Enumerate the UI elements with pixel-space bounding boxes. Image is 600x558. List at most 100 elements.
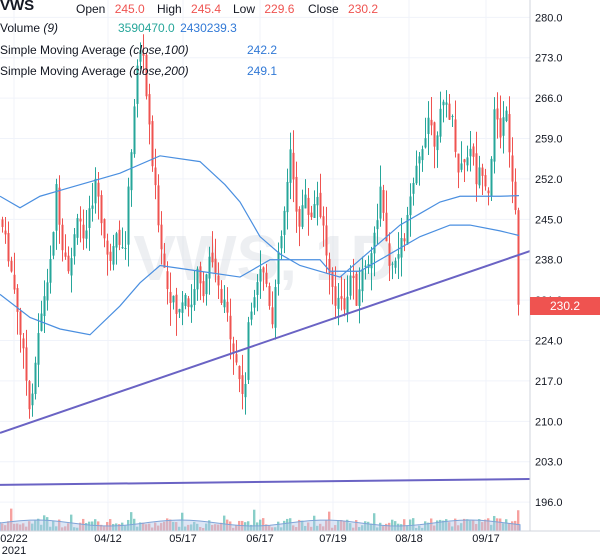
volume-bar xyxy=(220,522,223,531)
candle-body xyxy=(301,205,304,227)
time-axis[interactable]: 02/22 04/12 05/17 06/17 07/19 08/18 09/17 2021 xyxy=(0,530,600,557)
volume-bar xyxy=(400,524,403,531)
volume-bar xyxy=(229,521,232,531)
volume-bar xyxy=(397,523,400,531)
volume-bar xyxy=(208,520,211,531)
candle-body xyxy=(277,251,280,285)
volume-bar xyxy=(499,518,502,531)
volume-bar xyxy=(322,526,325,531)
volume-bar xyxy=(244,522,247,531)
open-label: Open xyxy=(76,2,106,16)
trend-lines[interactable] xyxy=(0,250,531,486)
candle-body xyxy=(223,299,226,308)
sma-200-line xyxy=(0,155,520,278)
price-tick-label: 252.0 xyxy=(535,174,563,186)
candle-body xyxy=(304,194,307,209)
candle-body xyxy=(130,152,133,191)
candle-body xyxy=(325,225,328,256)
candle-body xyxy=(16,288,19,312)
candle-body xyxy=(385,212,388,242)
volume-bar xyxy=(211,524,214,531)
candle-body xyxy=(454,119,457,152)
volume-bars xyxy=(0,508,521,532)
candle-body xyxy=(457,153,460,173)
horizontal-trendline[interactable] xyxy=(0,478,531,486)
candle-body xyxy=(430,119,433,126)
volume-bar xyxy=(448,522,451,531)
candle-body xyxy=(391,263,394,265)
volume-bar xyxy=(10,508,13,531)
volume-bar xyxy=(67,523,70,531)
volume-bar xyxy=(382,526,385,531)
candle-body xyxy=(244,383,247,398)
volume-bar xyxy=(7,521,10,531)
candle-body xyxy=(478,167,481,186)
volume-bar xyxy=(271,527,274,531)
sma100-value: 242.2 xyxy=(247,43,278,57)
sma200-label: Simple Moving Average xyxy=(0,64,126,78)
candle-body xyxy=(472,146,475,157)
candle-body xyxy=(49,259,52,283)
volume-bar xyxy=(442,520,445,531)
time-tick-label: 09/17 xyxy=(472,533,500,545)
volume-bar xyxy=(421,527,424,531)
volume-bar xyxy=(151,527,154,531)
volume-bar xyxy=(304,525,307,531)
volume-bar xyxy=(124,525,127,531)
volume-bar xyxy=(460,523,463,531)
candle-body xyxy=(61,224,64,251)
volume-bar xyxy=(277,521,280,531)
candle-body xyxy=(355,273,358,306)
candle-body xyxy=(286,181,289,213)
high-label: High xyxy=(157,2,182,16)
volume-bar xyxy=(178,526,181,531)
price-tick-label: 196.0 xyxy=(535,497,563,509)
candle-body xyxy=(70,258,73,276)
volume-bar xyxy=(289,518,292,531)
price-axis[interactable]: 280.0273.0266.0259.0252.0245.0238.0231.0… xyxy=(529,0,563,531)
candle-body xyxy=(280,236,283,249)
candle-body xyxy=(409,196,412,216)
volume-bar xyxy=(370,523,373,531)
volume-bar xyxy=(148,523,151,531)
ticker-symbol[interactable]: VWS xyxy=(0,0,35,14)
time-tick-label: 07/19 xyxy=(319,533,347,545)
volume-bar xyxy=(286,518,289,531)
candle-body xyxy=(259,269,262,282)
volume-bar xyxy=(4,525,7,531)
volume-bar xyxy=(187,524,190,531)
volume-bar xyxy=(466,519,469,531)
volume-bar xyxy=(142,522,145,531)
candle-body xyxy=(238,366,241,380)
candle-body xyxy=(445,102,448,105)
candle-body xyxy=(268,286,271,306)
volume-bar xyxy=(316,525,319,531)
volume-bar xyxy=(205,523,208,531)
volume-bar xyxy=(253,509,256,531)
candle-body xyxy=(220,288,223,303)
volume-bar xyxy=(493,515,496,531)
candle-body xyxy=(373,232,376,254)
volume-bar xyxy=(52,520,55,531)
candle-body xyxy=(106,240,109,255)
volume-bar xyxy=(439,519,442,531)
candle-body xyxy=(91,205,94,209)
candle-body xyxy=(331,271,334,287)
volume-bar xyxy=(355,520,358,531)
candle-body xyxy=(451,115,454,117)
volume-bar xyxy=(154,522,157,531)
price-tick-label: 280.0 xyxy=(535,12,563,24)
candle-body xyxy=(517,210,520,305)
volume-bar xyxy=(454,518,457,531)
volume-bar xyxy=(223,515,226,531)
volume-bar xyxy=(331,527,334,531)
volume-bar xyxy=(235,525,238,531)
candle-body xyxy=(154,167,157,186)
volume-bar xyxy=(268,525,271,531)
candle-body xyxy=(433,122,436,147)
candle-body xyxy=(28,381,31,410)
candle-body xyxy=(508,114,511,153)
volume-bar xyxy=(445,519,448,531)
support-trendline[interactable] xyxy=(0,250,531,434)
